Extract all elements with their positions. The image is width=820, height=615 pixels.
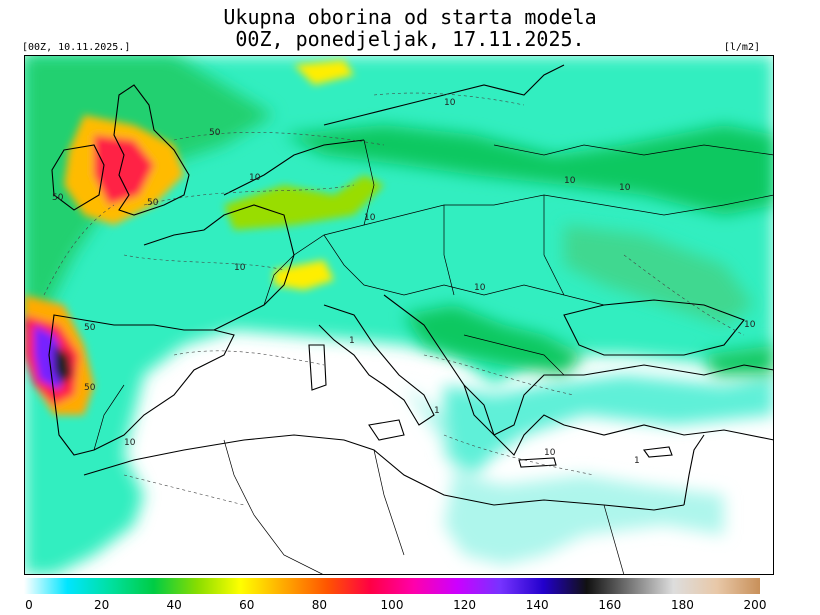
model-run-label: [00Z, 10.11.2025.] — [22, 42, 131, 53]
greece-coast — [463, 384, 565, 456]
colorbar-tick-label: 180 — [670, 598, 694, 612]
title-line-2: 00Z, ponedjeljak, 17.11.2025. — [235, 27, 585, 51]
colorbar-tick-label: 60 — [239, 598, 255, 612]
coastlines — [48, 64, 774, 511]
colorbar-tick-label: 160 — [598, 598, 622, 612]
france-coast — [143, 204, 295, 331]
contour-label: 10 — [564, 176, 576, 186]
crete-coast — [518, 457, 557, 468]
iberia-coast — [48, 314, 235, 456]
contour-label: 1 — [634, 456, 640, 466]
cyprus-coast — [643, 446, 673, 458]
contour-label: 10 — [474, 283, 486, 293]
contour-label: 10 — [124, 438, 136, 448]
precipitation-map: 50 50 50 50 50 10 10 10 10 10 10 10 10 1… — [24, 55, 774, 575]
ireland-coast — [51, 144, 105, 211]
map-frame — [24, 55, 774, 575]
contour-label: 50 — [84, 323, 96, 333]
colorbar-tick-label: 200 — [743, 598, 767, 612]
contour-label: 1 — [349, 336, 355, 346]
contour-label: 10 — [544, 448, 556, 458]
sardinia-coast — [308, 344, 327, 391]
great-britain-coast — [113, 84, 190, 216]
title-line-1: Ukupna oborina od starta modela — [223, 5, 597, 29]
country-borders — [93, 139, 774, 575]
colorbar-tick-label: 40 — [166, 598, 182, 612]
contour-label: 50 — [209, 128, 221, 138]
contour-label: 10 — [234, 263, 246, 273]
contour-label: 50 — [52, 193, 64, 203]
africa-coast — [83, 434, 685, 511]
italy-coast — [318, 304, 435, 426]
contour-label: 10 — [444, 98, 456, 108]
units-label: [l/m2] — [723, 42, 760, 53]
contour-label: 10 — [249, 173, 261, 183]
colorbar-tick-label: 100 — [380, 598, 404, 612]
contour-lines — [43, 92, 745, 506]
color-scale-bar — [24, 578, 760, 594]
contour-label: 50 — [84, 383, 96, 393]
contour-label: 10 — [744, 320, 756, 330]
baltic-coast — [323, 64, 565, 126]
contour-label: 10 — [619, 183, 631, 193]
colorbar-tick-label: 140 — [525, 598, 549, 612]
contour-label: 50 — [147, 198, 159, 208]
sicily-coast — [368, 419, 405, 441]
contour-label: 1 — [434, 406, 440, 416]
colorbar-tick-label: 0 — [25, 598, 33, 612]
turkey-coast — [583, 364, 774, 376]
colorbar-tick-label: 80 — [311, 598, 328, 612]
black-sea-coast — [563, 299, 745, 356]
contour-labels: 50 50 50 50 50 10 10 10 10 10 10 10 10 1… — [52, 98, 756, 466]
colorbar-tick-label: 120 — [453, 598, 477, 612]
north-coast-europe — [223, 139, 365, 196]
levant-coast — [683, 434, 705, 506]
contour-label: 10 — [364, 213, 376, 223]
turkey-south-coast — [563, 424, 774, 441]
colorbar-tick-label: 20 — [93, 598, 110, 612]
